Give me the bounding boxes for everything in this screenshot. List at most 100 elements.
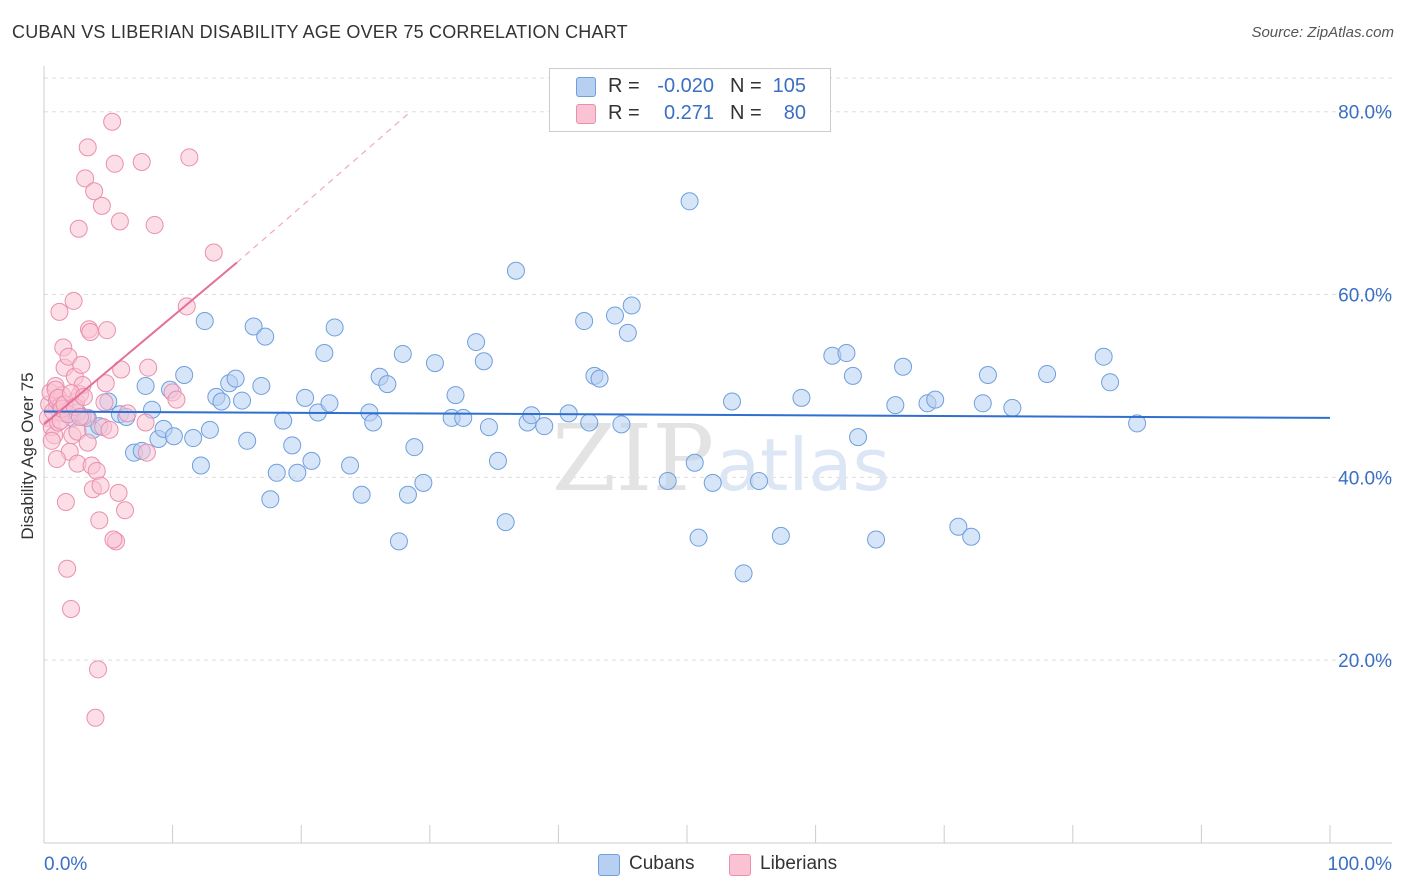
cuban-point bbox=[1128, 414, 1147, 433]
cuban-point bbox=[393, 344, 412, 363]
cuban-point bbox=[1101, 373, 1120, 392]
axis-layer bbox=[43, 66, 1392, 844]
cuban-point bbox=[723, 392, 742, 411]
liberian-point bbox=[89, 660, 108, 679]
cubans-legend-swatch bbox=[598, 854, 620, 876]
cuban-point bbox=[685, 453, 704, 472]
cuban-point bbox=[325, 318, 344, 337]
liberian-point bbox=[76, 169, 95, 188]
liberians-trend-line bbox=[43, 261, 238, 426]
liberian-point bbox=[180, 148, 199, 167]
trend-layer bbox=[43, 111, 1331, 426]
cuban-point bbox=[973, 394, 992, 413]
cuban-point bbox=[164, 427, 183, 446]
cuban-point bbox=[389, 532, 408, 551]
liberian-point bbox=[104, 530, 123, 549]
liberian-point bbox=[98, 321, 117, 340]
liberian-point bbox=[42, 431, 61, 450]
liberian-point bbox=[95, 393, 114, 412]
cuban-point bbox=[446, 386, 465, 405]
cuban-point bbox=[302, 451, 321, 470]
liberian-point bbox=[50, 302, 69, 321]
cuban-point bbox=[136, 376, 155, 395]
cuban-point bbox=[320, 394, 339, 413]
cuban-point bbox=[244, 317, 263, 336]
liberian-point bbox=[56, 493, 75, 512]
cuban-point bbox=[703, 473, 722, 492]
legend-n-value: 105 bbox=[772, 75, 806, 97]
y-tick-label: 20.0% bbox=[1338, 651, 1392, 672]
cuban-point bbox=[618, 323, 637, 342]
legend-n-value: 80 bbox=[783, 102, 806, 124]
x-tick-label-max: 100.0% bbox=[1328, 854, 1393, 875]
liberian-point bbox=[112, 360, 131, 379]
legend-n-label: N = bbox=[730, 102, 762, 124]
y-tick-label: 40.0% bbox=[1338, 468, 1392, 489]
cuban-point bbox=[191, 456, 210, 475]
cuban-point bbox=[849, 428, 868, 447]
cuban-point bbox=[926, 390, 945, 409]
cuban-point bbox=[474, 352, 493, 371]
cuban-point bbox=[1003, 398, 1022, 417]
cuban-point bbox=[288, 463, 307, 482]
legend-r-label: R = bbox=[608, 75, 640, 97]
cuban-point bbox=[506, 261, 525, 280]
cuban-point bbox=[590, 369, 609, 388]
legend-n-label: N = bbox=[730, 75, 762, 97]
liberian-point bbox=[110, 212, 129, 231]
cuban-point bbox=[605, 306, 624, 325]
cuban-point bbox=[792, 388, 811, 407]
liberian-point bbox=[91, 476, 110, 495]
liberian-point bbox=[204, 243, 223, 262]
cuban-point bbox=[680, 192, 699, 211]
cuban-point bbox=[414, 473, 433, 492]
liberian-point bbox=[92, 196, 111, 215]
liberian-point bbox=[64, 291, 83, 310]
liberian-point bbox=[145, 216, 164, 235]
cuban-point bbox=[535, 417, 554, 436]
grid-layer bbox=[44, 77, 1392, 661]
cuban-point bbox=[1038, 365, 1057, 384]
cuban-point bbox=[226, 369, 245, 388]
cuban-point bbox=[238, 431, 257, 450]
cuban-point bbox=[352, 485, 371, 504]
cuban-point bbox=[575, 312, 594, 331]
cuban-point bbox=[612, 415, 631, 434]
cuban-point bbox=[522, 406, 541, 425]
cuban-point bbox=[1094, 347, 1113, 366]
cuban-point bbox=[496, 513, 515, 532]
liberian-point bbox=[100, 420, 119, 439]
cuban-point bbox=[341, 456, 360, 475]
liberian-point bbox=[69, 219, 88, 238]
liberian-point bbox=[132, 152, 151, 171]
liberian-point bbox=[96, 374, 115, 393]
correlation-legend: R = -0.020 N = 105 R = 0.271 N = 80 bbox=[549, 68, 831, 132]
liberian-point bbox=[105, 154, 124, 173]
liberians-trend-extension bbox=[236, 111, 411, 263]
cuban-point bbox=[734, 564, 753, 583]
cuban-point bbox=[405, 438, 424, 457]
tick-label-layer: 20.0% 40.0% 60.0% 80.0% 0.0% 100.0% bbox=[44, 103, 1392, 875]
cuban-point bbox=[843, 366, 862, 385]
liberian-point bbox=[109, 483, 128, 502]
liberian-point bbox=[136, 413, 155, 432]
liberian-point bbox=[78, 433, 97, 452]
cuban-point bbox=[689, 528, 708, 547]
cuban-point bbox=[252, 376, 271, 395]
liberian-point bbox=[116, 501, 135, 520]
cuban-point bbox=[467, 333, 486, 352]
cuban-point bbox=[378, 375, 397, 394]
liberian-point bbox=[90, 511, 109, 530]
chart-title: CUBAN VS LIBERIAN DISABILITY AGE OVER 75… bbox=[12, 22, 628, 42]
legend-r-label: R = bbox=[608, 102, 640, 124]
cuban-point bbox=[771, 526, 790, 545]
cuban-point bbox=[622, 296, 641, 315]
cuban-point bbox=[580, 413, 599, 432]
cuban-point bbox=[256, 327, 275, 346]
liberian-point bbox=[71, 408, 90, 427]
liberian-point bbox=[86, 708, 105, 727]
cuban-point bbox=[274, 411, 293, 430]
cuban-point bbox=[233, 391, 252, 410]
cuban-point bbox=[364, 413, 383, 432]
cuban-point bbox=[398, 485, 417, 504]
